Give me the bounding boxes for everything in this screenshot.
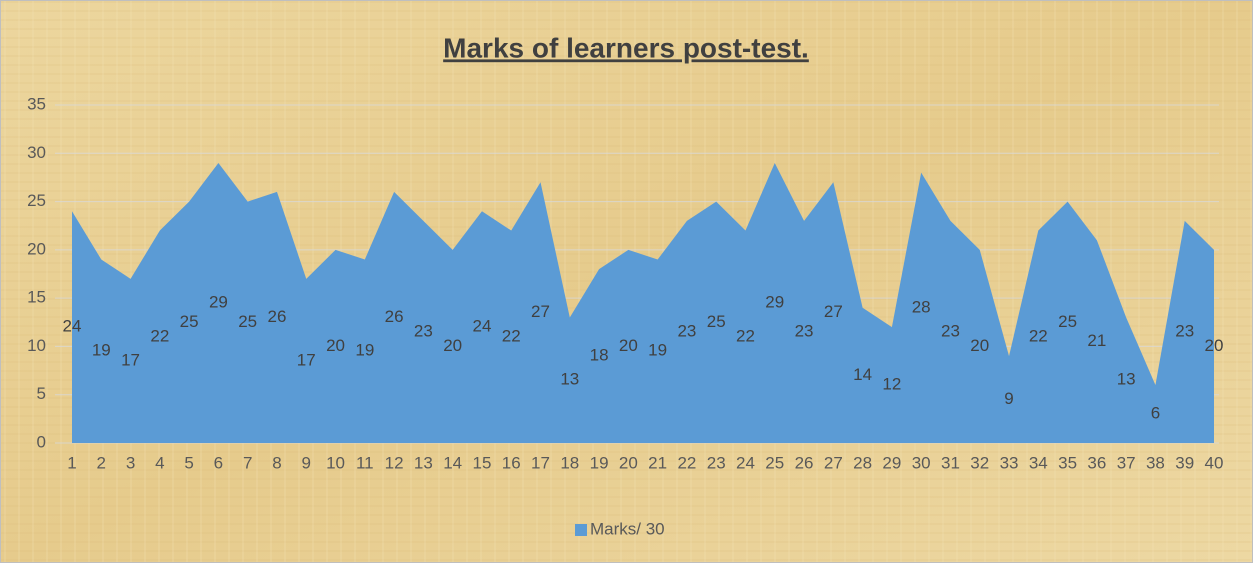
data-label: 23	[941, 321, 960, 340]
x-tick-label: 28	[853, 453, 872, 472]
data-label: 26	[385, 307, 404, 326]
y-tick-label: 5	[37, 384, 46, 403]
data-label: 22	[1029, 326, 1048, 345]
x-tick-label: 22	[677, 453, 696, 472]
data-label: 18	[590, 346, 609, 365]
x-tick-label: 10	[326, 453, 345, 472]
y-tick-label: 10	[27, 336, 46, 355]
x-tick-label: 6	[214, 453, 223, 472]
data-label: 20	[619, 336, 638, 355]
data-label: 23	[414, 321, 433, 340]
y-tick-label: 30	[27, 143, 46, 162]
x-tick-label: 26	[795, 453, 814, 472]
data-label: 24	[63, 317, 82, 336]
y-tick-label: 0	[37, 432, 46, 451]
data-label: 22	[736, 326, 755, 345]
x-tick-label: 3	[126, 453, 135, 472]
x-tick-label: 35	[1058, 453, 1077, 472]
x-tick-label: 25	[765, 453, 784, 472]
x-tick-label: 24	[736, 453, 755, 472]
x-tick-label: 7	[243, 453, 252, 472]
data-label: 23	[1175, 321, 1194, 340]
data-label: 27	[824, 302, 843, 321]
data-label: 23	[677, 321, 696, 340]
x-tick-label: 39	[1175, 453, 1194, 472]
y-tick-label: 25	[27, 191, 46, 210]
x-tick-label: 15	[472, 453, 491, 472]
x-tick-label: 19	[590, 453, 609, 472]
data-label: 9	[1004, 389, 1013, 408]
data-label: 13	[560, 370, 579, 389]
y-tick-label: 35	[27, 94, 46, 113]
x-tick-label: 30	[912, 453, 931, 472]
data-label: 19	[648, 341, 667, 360]
x-tick-label: 27	[824, 453, 843, 472]
x-tick-label: 40	[1205, 453, 1224, 472]
data-label: 29	[765, 292, 784, 311]
data-label: 17	[297, 350, 316, 369]
x-tick-label: 20	[619, 453, 638, 472]
legend-label: Marks/ 30	[590, 519, 665, 538]
data-label: 25	[707, 312, 726, 331]
x-tick-label: 5	[184, 453, 193, 472]
chart-title: Marks of learners post-test.	[443, 32, 809, 63]
data-label: 25	[238, 312, 257, 331]
x-tick-label: 37	[1117, 453, 1136, 472]
data-label: 20	[443, 336, 462, 355]
data-label: 17	[121, 350, 140, 369]
data-label: 13	[1117, 370, 1136, 389]
data-label: 22	[502, 326, 521, 345]
data-label: 19	[92, 341, 111, 360]
data-label: 25	[180, 312, 199, 331]
x-tick-label: 17	[531, 453, 550, 472]
data-label: 20	[1205, 336, 1224, 355]
x-tick-label: 32	[970, 453, 989, 472]
x-tick-label: 11	[356, 453, 374, 472]
data-label: 24	[472, 317, 491, 336]
area	[72, 162, 1214, 443]
x-tick-label: 1	[67, 453, 76, 472]
x-tick-label: 4	[155, 453, 164, 472]
x-tick-label: 14	[443, 453, 462, 472]
data-label: 27	[531, 302, 550, 321]
y-tick-label: 20	[27, 239, 46, 258]
x-tick-label: 13	[414, 453, 433, 472]
data-label: 14	[853, 365, 872, 384]
data-label: 19	[355, 341, 374, 360]
data-label: 21	[1087, 331, 1106, 350]
data-label: 29	[209, 292, 228, 311]
data-label: 20	[970, 336, 989, 355]
data-label: 20	[326, 336, 345, 355]
data-label: 6	[1151, 404, 1160, 423]
x-tick-label: 34	[1029, 453, 1048, 472]
x-tick-label: 38	[1146, 453, 1165, 472]
data-label: 22	[150, 326, 169, 345]
x-tick-label: 31	[941, 453, 960, 472]
x-tick-label: 36	[1087, 453, 1106, 472]
x-tick-label: 8	[272, 453, 281, 472]
data-label: 23	[795, 321, 814, 340]
x-tick-label: 29	[882, 453, 901, 472]
x-tick-label: 2	[97, 453, 106, 472]
x-tick-label: 9	[302, 453, 311, 472]
x-tick-label: 16	[502, 453, 521, 472]
legend-swatch	[575, 524, 587, 536]
y-tick-label: 15	[27, 288, 46, 307]
x-tick-label: 23	[707, 453, 726, 472]
data-label: 28	[912, 297, 931, 316]
x-tick-label: 21	[648, 453, 667, 472]
data-label: 25	[1058, 312, 1077, 331]
data-label: 12	[882, 375, 901, 394]
x-tick-label: 33	[1000, 453, 1019, 472]
x-tick-label: 12	[385, 453, 404, 472]
data-label: 26	[268, 307, 287, 326]
x-tick-label: 18	[560, 453, 579, 472]
